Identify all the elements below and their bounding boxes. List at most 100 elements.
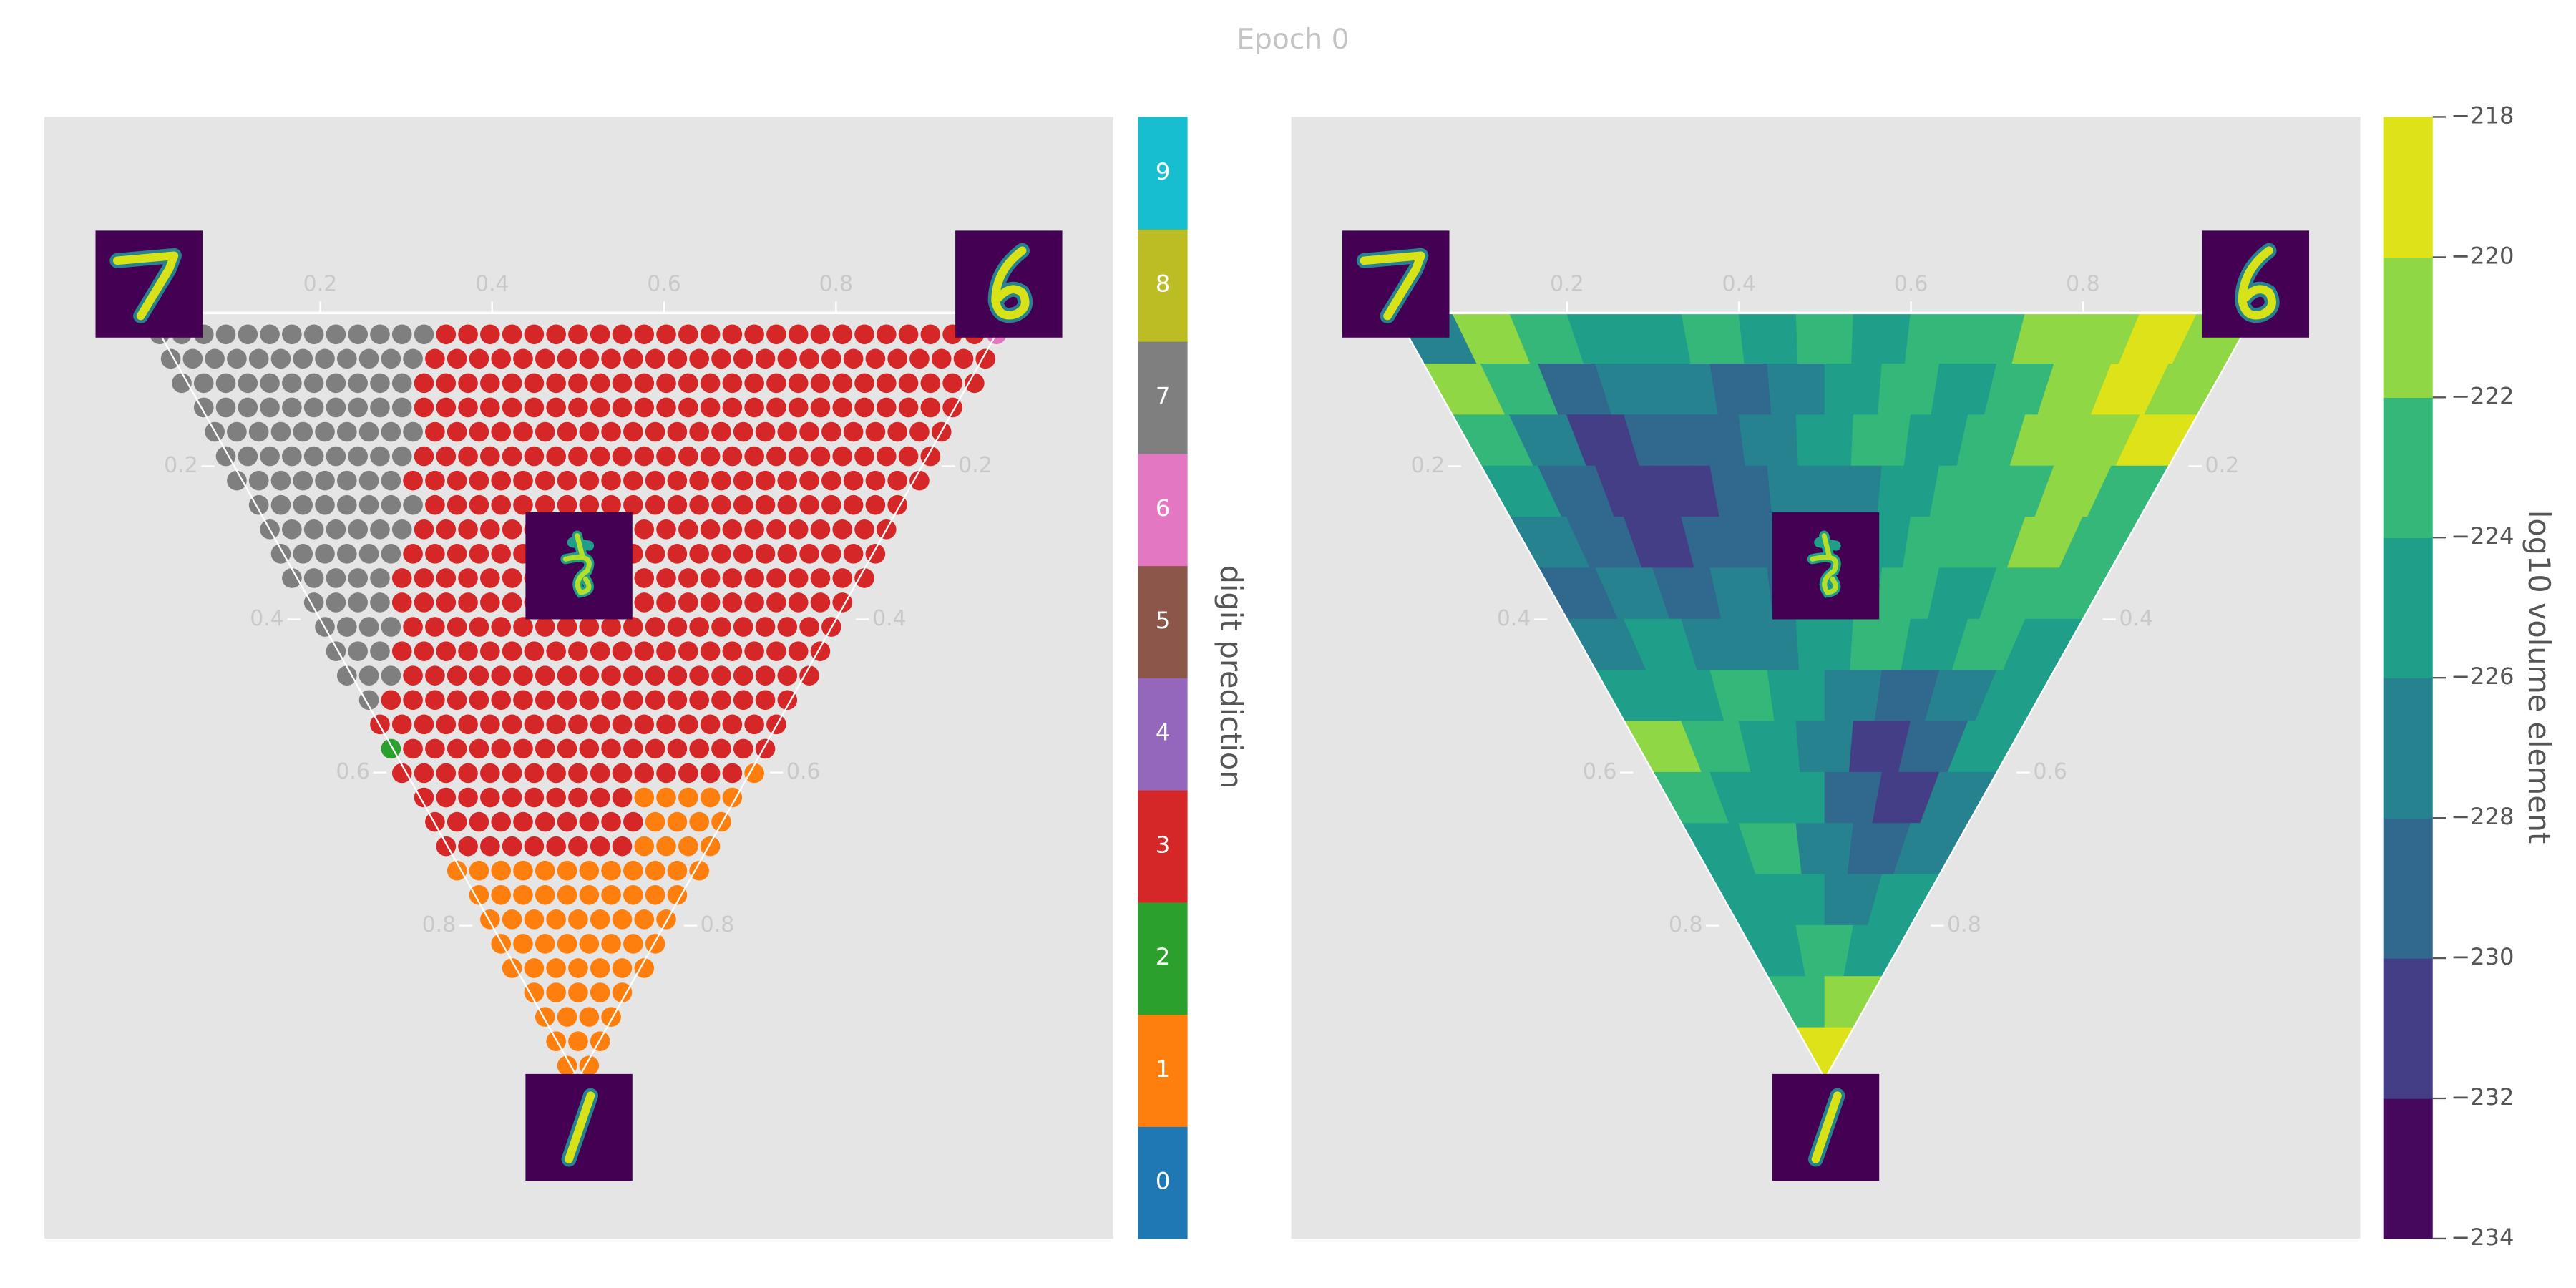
prediction-dot xyxy=(381,494,401,515)
prediction-dot xyxy=(920,397,941,418)
prediction-dot xyxy=(821,421,841,442)
prediction-dot xyxy=(667,470,688,491)
prediction-dot xyxy=(590,836,610,857)
prediction-dot xyxy=(865,494,886,515)
prediction-dot xyxy=(502,519,522,540)
prediction-dot xyxy=(722,787,743,808)
digit-thumbnail xyxy=(1772,512,1880,620)
prediction-dot xyxy=(733,617,753,637)
colorbar-band xyxy=(2383,818,2433,959)
prediction-dot xyxy=(524,787,545,808)
prediction-dot xyxy=(909,348,930,369)
prediction-dot xyxy=(524,446,545,467)
prediction-dot xyxy=(502,836,522,857)
prediction-dot xyxy=(447,421,467,442)
prediction-dot xyxy=(678,373,698,394)
prediction-dot xyxy=(744,446,764,467)
prediction-dot xyxy=(358,470,379,491)
prediction-dot xyxy=(711,544,731,564)
prediction-dot xyxy=(865,421,886,442)
colorbar-label: 1 xyxy=(1156,1055,1171,1083)
prediction-dot xyxy=(458,592,478,613)
prediction-dot xyxy=(722,641,743,661)
prediction-dot xyxy=(700,397,721,418)
prediction-dot xyxy=(656,519,676,540)
prediction-dot xyxy=(689,348,710,369)
prediction-dot xyxy=(788,519,809,540)
prediction-dot xyxy=(425,665,445,686)
prediction-dot xyxy=(843,544,864,564)
prediction-dot xyxy=(645,738,665,759)
prediction-dot xyxy=(777,494,798,515)
prediction-dot xyxy=(645,860,665,881)
prediction-dot xyxy=(579,811,600,832)
prediction-dot xyxy=(491,617,512,637)
colorbar-band xyxy=(2383,678,2433,819)
prediction-dot xyxy=(568,787,588,808)
prediction-dot xyxy=(447,617,467,637)
prediction-dot xyxy=(623,860,643,881)
prediction-dot xyxy=(336,544,357,564)
prediction-dot xyxy=(546,982,566,1002)
prediction-dot xyxy=(689,470,710,491)
prediction-dot xyxy=(623,470,643,491)
prediction-dot xyxy=(832,568,853,588)
prediction-dot xyxy=(315,421,335,442)
prediction-dot xyxy=(832,446,853,467)
tick-label: 0.6 xyxy=(647,272,681,297)
prediction-dot xyxy=(458,324,478,345)
prediction-dot xyxy=(766,519,786,540)
colorbar-tick-label: −218 xyxy=(2451,102,2514,129)
prediction-dot xyxy=(876,324,897,345)
prediction-dot xyxy=(832,519,853,540)
prediction-dot xyxy=(854,397,874,418)
prediction-dot xyxy=(447,544,467,564)
prediction-dot xyxy=(700,836,721,857)
prediction-dot xyxy=(656,592,676,613)
prediction-dot xyxy=(799,494,819,515)
prediction-dot xyxy=(491,494,512,515)
prediction-dot xyxy=(601,738,621,759)
prediction-dot xyxy=(689,421,710,442)
prediction-dot xyxy=(579,494,600,515)
colorbar-segment xyxy=(1138,789,1188,903)
tick-label: 0.4 xyxy=(2119,606,2153,631)
prediction-dot xyxy=(557,934,577,954)
prediction-dot xyxy=(766,641,786,661)
digit-thumbnail xyxy=(1772,1074,1880,1181)
prediction-dot xyxy=(667,860,688,881)
prediction-dot xyxy=(260,446,280,467)
prediction-dot xyxy=(458,373,478,394)
prediction-dot xyxy=(326,397,346,418)
prediction-dot xyxy=(370,446,390,467)
prediction-dot xyxy=(436,836,457,857)
prediction-dot xyxy=(876,446,897,467)
prediction-dot xyxy=(678,568,698,588)
contour-cell xyxy=(1681,414,1747,467)
prediction-dot xyxy=(491,860,512,881)
prediction-dot xyxy=(711,738,731,759)
prediction-dot xyxy=(557,860,577,881)
figure-title: Epoch 0 xyxy=(1236,24,1349,56)
prediction-dot xyxy=(480,909,500,930)
prediction-dot xyxy=(469,617,489,637)
prediction-dot xyxy=(458,641,478,661)
prediction-dot xyxy=(557,1007,577,1027)
prediction-dot xyxy=(700,787,721,808)
contour-cell xyxy=(1738,414,1800,467)
prediction-dot xyxy=(414,641,434,661)
prediction-dot xyxy=(876,373,897,394)
colorbar-tick-label: −228 xyxy=(2451,803,2514,830)
prediction-dot xyxy=(909,470,930,491)
prediction-dot xyxy=(634,446,655,467)
prediction-dot xyxy=(601,617,621,637)
contour-cell xyxy=(1824,465,1883,518)
prediction-dot xyxy=(678,763,698,784)
prediction-dot xyxy=(447,738,467,759)
tick-label: 0.4 xyxy=(1722,272,1756,297)
prediction-dot xyxy=(546,397,566,418)
prediction-dot xyxy=(469,811,489,832)
prediction-dot xyxy=(744,763,764,784)
prediction-dot xyxy=(590,714,610,735)
prediction-dot xyxy=(887,348,907,369)
